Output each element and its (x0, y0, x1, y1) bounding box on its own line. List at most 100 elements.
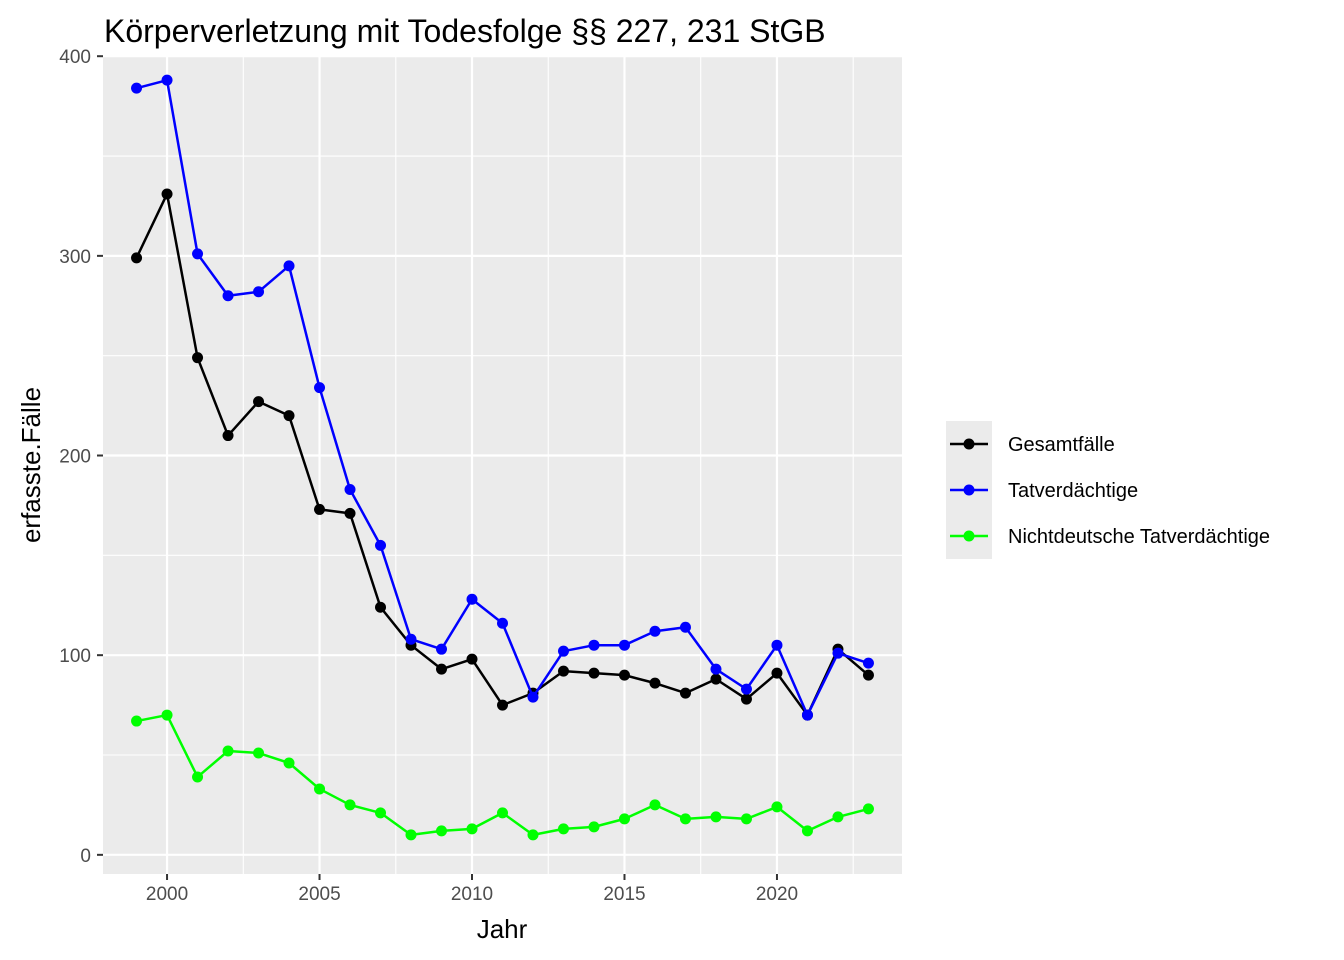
data-point (131, 252, 143, 264)
data-point (283, 260, 295, 272)
data-point (497, 617, 508, 629)
data-point (588, 667, 600, 679)
data-point (649, 677, 661, 689)
data-point (862, 803, 874, 815)
data-point (283, 410, 295, 422)
data-point (436, 825, 448, 837)
data-point (375, 807, 387, 819)
legend-key-point (963, 484, 975, 496)
data-point (588, 639, 600, 651)
axis-ticks (97, 55, 778, 880)
legend-item: Tatverdächtige (950, 480, 1138, 502)
data-point (771, 801, 783, 813)
x-tick-label: 2020 (756, 884, 798, 905)
chart-title: Körperverletzung mit Todesfolge §§ 227, … (104, 13, 826, 49)
data-point (253, 747, 265, 759)
legend-label: Nichtdeutsche Tatverdächtige (1008, 526, 1270, 548)
legend-item: Nichtdeutsche Tatverdächtige (950, 526, 1270, 548)
data-point (862, 657, 874, 669)
data-point (405, 633, 417, 645)
legend: Gesamtfälle Tatverdächtige Nichtdeutsche T… (946, 421, 1270, 559)
series-tatverdächtige (131, 74, 874, 721)
legend-label: Gesamtfälle (1008, 434, 1115, 456)
data-point (436, 663, 448, 675)
y-tick-label: 0 (80, 846, 91, 867)
data-point (527, 691, 539, 703)
x-tick-label: 2010 (451, 884, 493, 905)
data-point (740, 693, 752, 705)
data-point (740, 813, 752, 825)
data-point (253, 396, 265, 408)
data-point (801, 825, 813, 837)
data-point (801, 709, 813, 721)
data-point (466, 653, 478, 665)
data-point (618, 813, 630, 825)
legend-key-point (963, 530, 975, 542)
y-tick-label: 200 (59, 447, 91, 468)
data-point (344, 507, 356, 519)
data-point (679, 621, 691, 633)
data-point (710, 811, 722, 823)
data-point (466, 593, 478, 605)
data-point (679, 813, 691, 825)
data-point (375, 601, 387, 613)
x-axis-title: Jahr (477, 914, 528, 944)
tick-labels: 2000 2005 2010 2015 2020 0 100 200 300 400 (59, 47, 798, 905)
data-point (862, 669, 874, 681)
data-point (161, 74, 173, 86)
legend-key-point (963, 438, 975, 450)
y-tick-label: 400 (59, 47, 91, 68)
data-point (527, 829, 539, 841)
x-tick-label: 2000 (146, 884, 188, 905)
data-point (832, 647, 844, 659)
data-point (405, 829, 417, 841)
data-point (161, 709, 173, 721)
data-point (222, 745, 234, 757)
data-point (222, 290, 234, 302)
data-point (192, 352, 204, 364)
data-point (771, 639, 783, 651)
legend-item: Gesamtfälle (950, 434, 1115, 456)
minor-grid (103, 57, 902, 874)
data-point (679, 687, 691, 699)
data-point (588, 821, 600, 833)
data-point (710, 663, 722, 675)
data-point (344, 799, 356, 811)
data-point (649, 799, 661, 811)
data-point (497, 807, 508, 819)
y-tick-label: 100 (59, 646, 91, 667)
data-point (557, 665, 569, 677)
data-point (436, 643, 448, 655)
series-layer (131, 74, 874, 841)
data-point (466, 823, 478, 835)
data-point (314, 382, 326, 394)
data-point (253, 286, 265, 298)
data-point (161, 188, 173, 200)
x-tick-label: 2015 (603, 884, 645, 905)
data-point (497, 699, 508, 711)
data-point (283, 757, 295, 769)
data-point (375, 539, 387, 551)
data-point (618, 639, 630, 651)
data-point (314, 503, 326, 515)
series-nichtdeutsche-tatverdächtige (131, 709, 874, 841)
series-gesamtfälle (131, 188, 874, 721)
data-point (557, 823, 569, 835)
data-point (649, 625, 661, 637)
plot-panel (103, 57, 902, 874)
data-point (771, 667, 783, 679)
data-point (192, 771, 204, 783)
data-point (557, 645, 569, 657)
data-point (131, 715, 143, 727)
y-tick-label: 300 (59, 247, 91, 268)
data-point (740, 683, 752, 695)
data-point (192, 248, 204, 260)
data-point (710, 673, 722, 685)
y-axis-title: erfasste.Fälle (16, 387, 46, 543)
data-point (131, 82, 143, 94)
data-point (314, 783, 326, 795)
data-point (618, 669, 630, 681)
data-point (832, 811, 844, 823)
legend-label: Tatverdächtige (1008, 480, 1138, 502)
